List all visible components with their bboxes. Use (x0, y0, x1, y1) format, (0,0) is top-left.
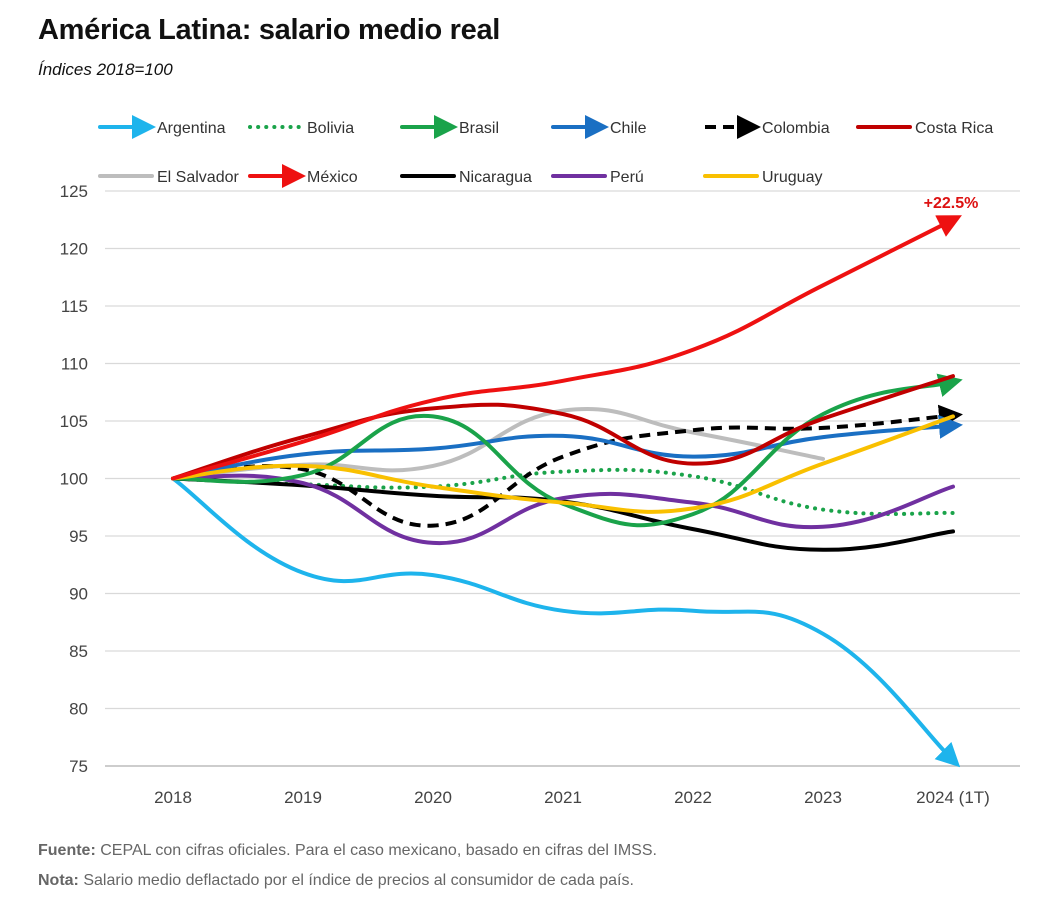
legend-label: Uruguay (762, 169, 822, 186)
y-tick-label: 110 (61, 355, 88, 374)
legend-item-colombia: Colombia (705, 115, 830, 139)
series-line-chile (171, 414, 963, 481)
legend-item-bolivia: Bolivia (248, 120, 354, 137)
series-line-costa-rica (171, 374, 955, 481)
legend-label: Perú (610, 169, 644, 186)
y-tick-label: 75 (69, 757, 88, 776)
note-text: Salario medio deflactado por el índice d… (78, 872, 634, 889)
legend-label: Colombia (762, 120, 830, 137)
legend-label: Argentina (157, 120, 226, 137)
legend-label: El Salvador (157, 169, 239, 186)
x-tick-label: 2024 (1T) (916, 788, 990, 807)
legend-item-mexico: México (248, 164, 358, 188)
y-tick-label: 120 (60, 240, 88, 259)
x-tick-label: 2021 (544, 788, 582, 807)
legend-label: Brasil (459, 120, 499, 137)
y-tick-label: 85 (69, 642, 88, 661)
note-label: Nota: (38, 872, 79, 889)
y-tick-label: 90 (69, 585, 88, 604)
x-tick-label: 2018 (154, 788, 192, 807)
legend-item-costa-rica: Costa Rica (856, 120, 993, 137)
x-tick-label: 2023 (804, 788, 842, 807)
legend-item-el-salvador: El Salvador (98, 169, 239, 186)
series-line-nicaragua (171, 476, 955, 552)
legend-label: Chile (610, 120, 647, 137)
y-tick-label: 80 (69, 700, 88, 719)
legend-item-uruguay: Uruguay (703, 169, 822, 186)
x-tick-label: 2019 (284, 788, 322, 807)
y-tick-label: 125 (60, 182, 88, 201)
source-label: Fuente: (38, 842, 96, 859)
source-text: CEPAL con cifras oficiales. Para el caso… (95, 842, 657, 859)
series-line-colombia (172, 404, 963, 528)
y-tick-label: 100 (60, 470, 88, 489)
series-line-uruguay (171, 414, 955, 514)
y-tick-label: 115 (61, 297, 88, 316)
legend-label: México (307, 169, 358, 186)
series-line-argentina (171, 476, 961, 768)
chart-title: América Latina: salario medio real (38, 14, 501, 46)
y-tick-label: 105 (60, 412, 88, 431)
legend-label: Bolivia (307, 120, 354, 137)
chart-subtitle: Índices 2018=100 (38, 60, 173, 79)
line-chart: 75 80 85 90 95 100 105 110 115 120 125 2018 2019 2020… (60, 115, 1020, 807)
legend-label: Costa Rica (915, 120, 993, 137)
legend-item-nicaragua: Nicaragua (400, 169, 532, 186)
legend-item-argentina: Argentina (98, 115, 226, 139)
legend-label: Nicaragua (459, 169, 532, 186)
source-note: Fuente: CEPAL con cifras oficiales. Para… (38, 842, 657, 860)
x-tick-label: 2022 (674, 788, 712, 807)
annotation-label: +22.5% (924, 195, 979, 212)
footnote: Nota: Salario medio deflactado por el ín… (38, 872, 634, 890)
legend-item-peru: Perú (551, 169, 644, 186)
x-tick-label: 2020 (414, 788, 452, 807)
series-line-peru (171, 473, 955, 545)
legend-item-brasil: Brasil (400, 115, 499, 139)
legend-item-chile: Chile (551, 115, 647, 139)
y-tick-label: 95 (69, 527, 88, 546)
series-line-mexico (171, 215, 962, 481)
